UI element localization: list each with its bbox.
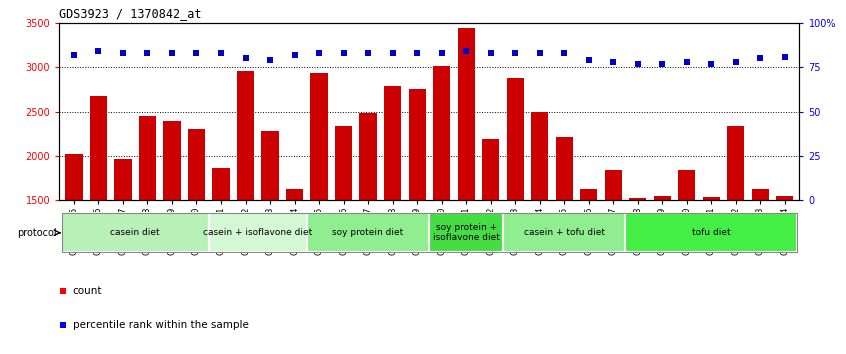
- Bar: [62, 213, 209, 252]
- Point: [680, 59, 694, 65]
- Bar: [482, 139, 499, 333]
- Bar: [114, 159, 131, 333]
- Point: [459, 48, 473, 54]
- Point: [91, 48, 105, 54]
- Bar: [139, 116, 156, 333]
- Bar: [307, 213, 429, 252]
- Bar: [335, 126, 352, 333]
- Point: [729, 59, 743, 65]
- Bar: [654, 196, 671, 333]
- Point: [484, 50, 497, 56]
- Text: soy protein +
isoflavone diet: soy protein + isoflavone diet: [432, 223, 499, 242]
- Bar: [776, 196, 794, 333]
- Bar: [752, 189, 769, 333]
- Text: protocol: protocol: [17, 228, 57, 238]
- Point: [533, 50, 547, 56]
- Bar: [212, 168, 229, 333]
- Bar: [703, 198, 720, 333]
- Bar: [458, 28, 475, 333]
- Bar: [188, 129, 205, 333]
- Bar: [556, 137, 573, 333]
- Point: [190, 50, 203, 56]
- Bar: [507, 78, 524, 333]
- Point: [607, 59, 620, 65]
- Bar: [286, 189, 303, 333]
- Point: [631, 61, 645, 67]
- Bar: [580, 188, 597, 333]
- Point: [656, 61, 669, 67]
- Bar: [433, 67, 450, 333]
- Point: [410, 50, 424, 56]
- Point: [705, 61, 718, 67]
- Bar: [384, 86, 401, 333]
- Point: [361, 50, 375, 56]
- Bar: [625, 213, 797, 252]
- Text: casein + tofu diet: casein + tofu diet: [524, 228, 605, 237]
- Text: percentile rank within the sample: percentile rank within the sample: [73, 320, 249, 330]
- Bar: [237, 71, 254, 333]
- Point: [778, 54, 792, 59]
- Point: [582, 57, 596, 63]
- Bar: [90, 97, 107, 333]
- Bar: [261, 131, 278, 333]
- Bar: [360, 113, 376, 333]
- Point: [263, 57, 277, 63]
- Text: count: count: [73, 286, 102, 296]
- Point: [116, 50, 129, 56]
- Point: [386, 50, 399, 56]
- Text: GDS3923 / 1370842_at: GDS3923 / 1370842_at: [59, 7, 201, 21]
- Point: [239, 56, 252, 61]
- Bar: [629, 198, 646, 333]
- Text: soy protein diet: soy protein diet: [332, 228, 404, 237]
- Point: [312, 50, 326, 56]
- Point: [435, 50, 448, 56]
- Point: [337, 50, 350, 56]
- Text: casein + isoflavone diet: casein + isoflavone diet: [203, 228, 312, 237]
- Bar: [409, 88, 426, 333]
- Point: [56, 288, 69, 294]
- Point: [288, 52, 301, 58]
- Point: [214, 50, 228, 56]
- Point: [67, 52, 80, 58]
- Text: casein diet: casein diet: [110, 228, 160, 237]
- Point: [56, 322, 69, 328]
- Bar: [728, 126, 744, 333]
- Point: [140, 50, 154, 56]
- Point: [558, 50, 571, 56]
- Bar: [503, 213, 625, 252]
- Bar: [209, 213, 307, 252]
- Bar: [531, 112, 548, 333]
- Text: tofu diet: tofu diet: [692, 228, 731, 237]
- Bar: [605, 170, 622, 333]
- Bar: [65, 154, 83, 333]
- Bar: [310, 73, 327, 333]
- Bar: [163, 121, 180, 333]
- Bar: [678, 170, 695, 333]
- Bar: [429, 213, 503, 252]
- Point: [754, 56, 767, 61]
- Point: [165, 50, 179, 56]
- Point: [508, 50, 522, 56]
